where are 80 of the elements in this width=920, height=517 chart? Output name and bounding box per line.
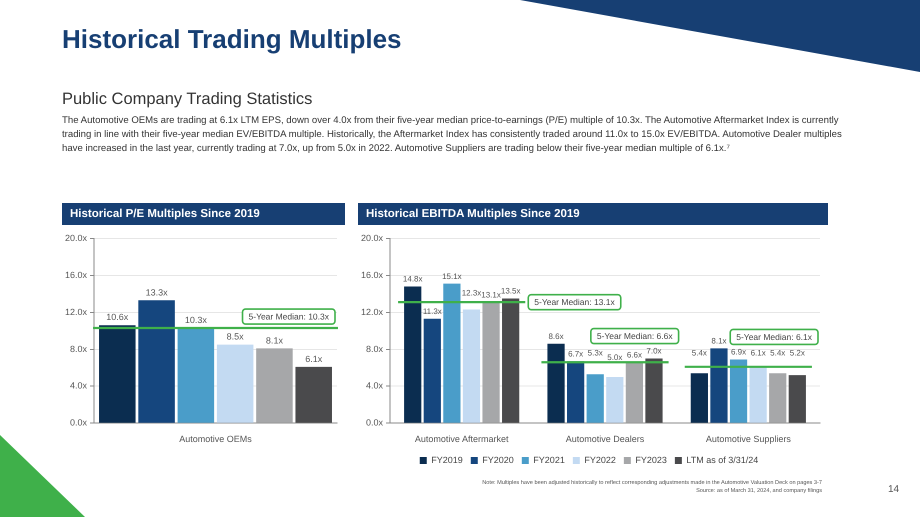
data-label: 5.4x bbox=[692, 348, 707, 358]
chart-title: Historical EBITDA Multiples Since 2019 bbox=[358, 203, 828, 225]
bar bbox=[462, 310, 480, 423]
bar bbox=[567, 361, 584, 423]
data-label: 13.1x bbox=[481, 290, 501, 300]
data-label: 14.8x bbox=[402, 274, 422, 284]
data-label: 7.0x bbox=[646, 346, 662, 356]
y-tick-label: 20.0x bbox=[360, 232, 384, 243]
y-tick-label: 8.0x bbox=[70, 344, 88, 354]
ref-line-label: 5-Year Median: 6.1x bbox=[736, 332, 813, 342]
legend-label: FY2022 bbox=[584, 454, 616, 465]
bar bbox=[138, 300, 175, 423]
bar bbox=[750, 366, 767, 423]
text: Public Company Trading Statistics bbox=[62, 90, 312, 109]
data-label: 5.0x bbox=[607, 353, 622, 362]
data-label: 11.3x bbox=[422, 306, 442, 316]
y-tick-label: 4.0x bbox=[366, 380, 384, 391]
data-label: 10.6x bbox=[106, 312, 129, 322]
bar bbox=[606, 377, 624, 423]
data-label: 13.3x bbox=[146, 287, 168, 298]
bar bbox=[626, 362, 644, 423]
data-label: 6.1x bbox=[750, 348, 766, 358]
x-tick-label: Automotive Dealers bbox=[566, 434, 645, 444]
data-label: 5.3x bbox=[588, 348, 603, 358]
legend-label: FY2020 bbox=[482, 454, 514, 465]
data-label: 5.4x bbox=[770, 348, 786, 358]
text: The Automotive OEMs are trading at 6.1x LTM EPS, down over 4.0x from their five-year median price-to-earnings (P/E) multiple of 10.3x. The Automotive Aftermarket Index is currently trading in line with their five-year median EV/EBITDA multiple. Historically, the Aftermarket Index has consistently traded around 11.0x to 15.0x EV/EBITDA. Automotive Dealer multiples have increased in the last year, currently trading at 7.0x, up from 5.0x in 2022. Automotive Suppliers are trading below their five-year median multiple of 6.1x.⁷ bbox=[62, 114, 843, 156]
y-tick-label: 16.0x bbox=[360, 270, 384, 280]
legend-label: LTM as of 3/31/24 bbox=[686, 454, 758, 465]
bar bbox=[710, 348, 728, 423]
bar bbox=[216, 344, 254, 423]
data-label: 8.1x bbox=[711, 336, 727, 346]
y-tick-label: 16.0x bbox=[64, 270, 88, 280]
legend-label: FY2019 bbox=[431, 454, 463, 465]
bar bbox=[769, 373, 786, 423]
bar bbox=[178, 328, 214, 423]
data-label: 8.1x bbox=[266, 335, 284, 346]
data-label: 8.5x bbox=[226, 332, 244, 342]
bar bbox=[443, 284, 461, 423]
bar bbox=[99, 325, 136, 423]
bar bbox=[586, 374, 604, 423]
x-tick-label: Automotive Suppliers bbox=[706, 434, 792, 444]
bar bbox=[256, 348, 293, 423]
y-tick-label: 20.0x bbox=[64, 232, 88, 243]
data-label: 12.3x bbox=[462, 288, 482, 298]
bar bbox=[482, 302, 500, 423]
bar bbox=[645, 358, 663, 423]
y-tick-label: 0.0x bbox=[70, 418, 88, 428]
ref-line-label: 5-Year Median: 13.1x bbox=[534, 297, 616, 307]
y-tick-label: 8.0x bbox=[366, 344, 384, 354]
bar bbox=[690, 373, 708, 423]
bar bbox=[424, 318, 441, 423]
ref-line-label: 5-Year Median: 6.6x bbox=[596, 330, 674, 341]
text: 14 bbox=[888, 484, 900, 495]
legend-label: FY2021 bbox=[533, 454, 565, 465]
data-label: 8.6x bbox=[548, 332, 564, 341]
bar bbox=[730, 359, 748, 423]
ref-line-label: 5-Year Median: 10.3x bbox=[248, 311, 330, 322]
data-label: 6.7x bbox=[568, 349, 584, 358]
bar bbox=[547, 344, 565, 423]
text: Historical Trading Multiples bbox=[62, 24, 402, 55]
data-label: 6.1x bbox=[305, 354, 323, 364]
data-label: 6.6x bbox=[626, 350, 642, 360]
data-label: 10.3x bbox=[184, 315, 208, 326]
data-label: 13.5x bbox=[500, 286, 520, 296]
data-label: 15.1x bbox=[442, 272, 462, 281]
bar bbox=[788, 375, 806, 423]
bar bbox=[295, 366, 332, 423]
y-tick-label: 0.0x bbox=[366, 418, 384, 428]
chart-title: Historical P/E Multiples Since 2019 bbox=[62, 203, 345, 225]
y-tick-label: 12.0x bbox=[64, 306, 88, 317]
y-tick-label: 12.0x bbox=[360, 306, 384, 317]
data-label: 5.2x bbox=[790, 348, 805, 358]
y-tick-label: 4.0x bbox=[70, 380, 88, 391]
x-tick-label: Automotive Aftermarket bbox=[414, 434, 509, 444]
data-label: 6.9x bbox=[730, 348, 746, 357]
x-tick-label: Automotive OEMs bbox=[179, 434, 252, 444]
legend-label: FY2023 bbox=[635, 454, 667, 465]
bar bbox=[502, 298, 520, 423]
bar bbox=[404, 286, 422, 423]
